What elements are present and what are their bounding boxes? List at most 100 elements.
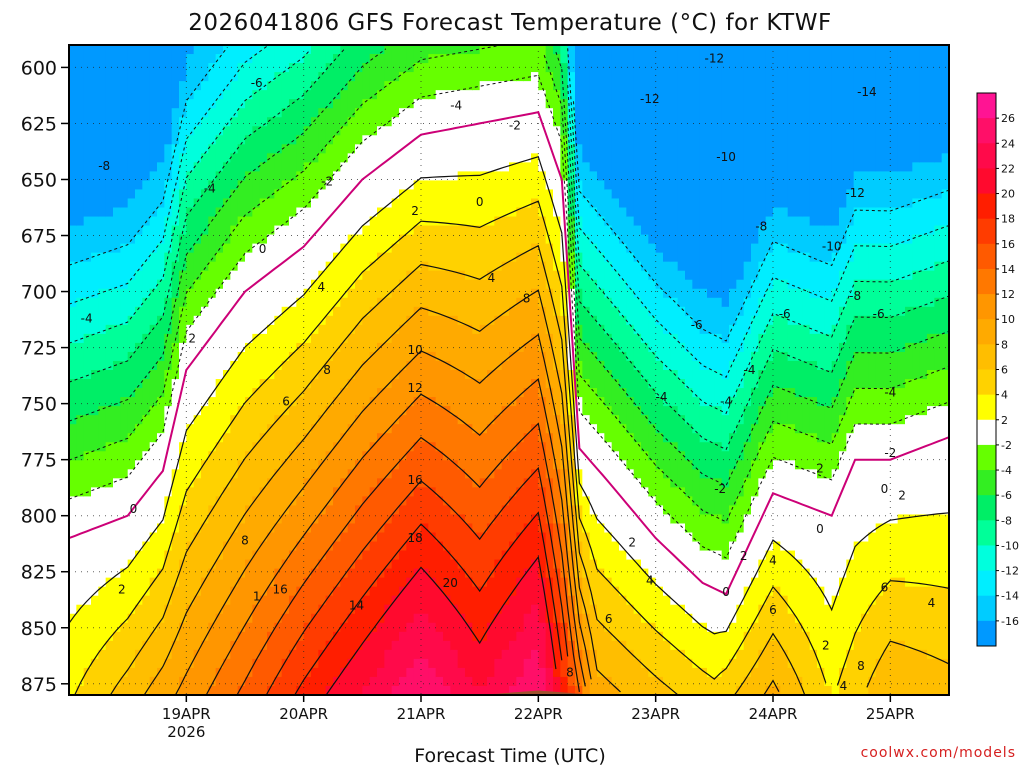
temperature-band-cell	[677, 415, 686, 452]
temperature-band-cell	[443, 360, 452, 407]
band-column	[377, 45, 386, 695]
temperature-band-cell	[362, 595, 371, 642]
temperature-band-cell	[633, 442, 642, 480]
temperature-band-cell	[215, 559, 224, 615]
temperature-band-cell	[465, 45, 474, 55]
temperature-band-cell	[127, 559, 136, 615]
contour-label: 14	[349, 598, 364, 612]
temperature-band-cell	[421, 306, 430, 353]
temperature-band-cell	[619, 243, 628, 281]
temperature-band-cell	[347, 469, 356, 525]
temperature-band-cell	[399, 505, 408, 552]
temperature-band-cell	[120, 568, 129, 624]
temperature-band-cell	[457, 424, 466, 471]
temperature-band-cell	[890, 207, 899, 245]
temperature-band-cell	[450, 90, 459, 182]
temperature-band-cell	[824, 261, 833, 299]
temperature-band-cell	[296, 297, 305, 344]
contour-label: -12	[845, 186, 865, 200]
temperature-band-cell	[685, 388, 694, 425]
contour-label: 8	[241, 533, 249, 547]
temperature-band-cell	[384, 297, 393, 344]
temperature-band-cell	[641, 379, 650, 416]
temperature-band-cell	[883, 388, 892, 425]
band-column	[465, 45, 474, 695]
band-column	[685, 45, 694, 695]
band-column	[494, 45, 503, 695]
temperature-band-cell	[868, 207, 877, 245]
temperature-band-cell	[795, 433, 804, 470]
temperature-band-cell	[714, 406, 723, 443]
isotherm-contour-negative	[69, 74, 949, 559]
temperature-band-cell	[391, 640, 400, 687]
temperature-band-cell	[736, 45, 745, 281]
temperature-band-cell	[259, 162, 268, 200]
temperature-band-cell	[677, 270, 686, 308]
temperature-band-cell	[377, 342, 386, 389]
temperature-band-cell	[589, 243, 598, 281]
temperature-band-cell	[435, 541, 444, 588]
temperature-band-cell	[171, 532, 180, 588]
temperature-band-cell	[362, 360, 371, 407]
band-column	[259, 45, 268, 695]
temperature-band-cell	[853, 279, 862, 317]
temperature-band-cell	[707, 676, 716, 695]
temperature-band-cell	[831, 288, 840, 326]
temperature-band-cell	[670, 487, 679, 525]
temperature-band-cell	[567, 415, 576, 461]
contour-label: -2	[714, 482, 726, 496]
temperature-band-cell	[450, 180, 459, 227]
temperature-band-cell	[142, 261, 151, 299]
band-column	[633, 45, 642, 695]
temperature-band-cell	[538, 397, 547, 443]
temperature-band-cell	[193, 126, 202, 164]
temperature-band-cell	[589, 351, 598, 389]
contour-label: 4	[928, 596, 936, 610]
temperature-band-cell	[296, 45, 305, 64]
temperature-band-cell	[641, 622, 650, 669]
temperature-band-cell	[553, 54, 562, 91]
temperature-band-cell	[531, 45, 540, 73]
temperature-band-cell	[465, 171, 474, 227]
temperature-band-cell	[230, 225, 239, 272]
band-column	[164, 45, 173, 695]
temperature-band-cell	[516, 532, 525, 579]
temperature-band-cell	[171, 189, 180, 227]
temperature-band-cell	[435, 315, 444, 362]
temperature-band-cell	[545, 577, 554, 624]
temperature-band-cell	[259, 126, 268, 164]
temperature-band-cell	[890, 279, 899, 317]
temperature-band-cell	[897, 207, 906, 245]
temperature-band-cell	[105, 324, 114, 371]
temperature-band-cell	[677, 342, 686, 380]
temperature-band-cell	[347, 523, 356, 570]
temperature-band-cell	[83, 496, 92, 606]
temperature-band-cell	[179, 117, 188, 155]
temperature-band-cell	[619, 351, 628, 389]
temperature-band-cell	[780, 243, 789, 281]
temperature-band-cell	[714, 676, 723, 695]
temperature-band-cell	[391, 288, 400, 335]
temperature-band-cell	[919, 586, 928, 651]
temperature-band-cell	[281, 559, 290, 615]
temperature-band-cell	[318, 514, 327, 561]
temperature-band-cell	[589, 604, 598, 651]
x-tick-label: 21APR	[397, 705, 446, 723]
temperature-band-cell	[318, 324, 327, 371]
temperature-band-cell	[758, 406, 767, 443]
temperature-band-cell	[831, 45, 840, 227]
colorbar-swatch	[977, 394, 996, 421]
temperature-band-cell	[406, 622, 415, 669]
temperature-band-cell	[597, 622, 606, 678]
temperature-band-cell	[281, 360, 290, 416]
temperature-band-cell	[325, 180, 334, 263]
temperature-band-cell	[76, 45, 85, 227]
temperature-band-cell	[333, 45, 342, 55]
contour-label: 16	[273, 583, 288, 597]
band-column	[303, 45, 312, 695]
temperature-band-cell	[655, 360, 664, 398]
band-column	[362, 45, 371, 695]
temperature-band-cell	[193, 649, 202, 695]
temperature-band-cell	[362, 99, 371, 136]
temperature-band-cell	[120, 45, 129, 209]
